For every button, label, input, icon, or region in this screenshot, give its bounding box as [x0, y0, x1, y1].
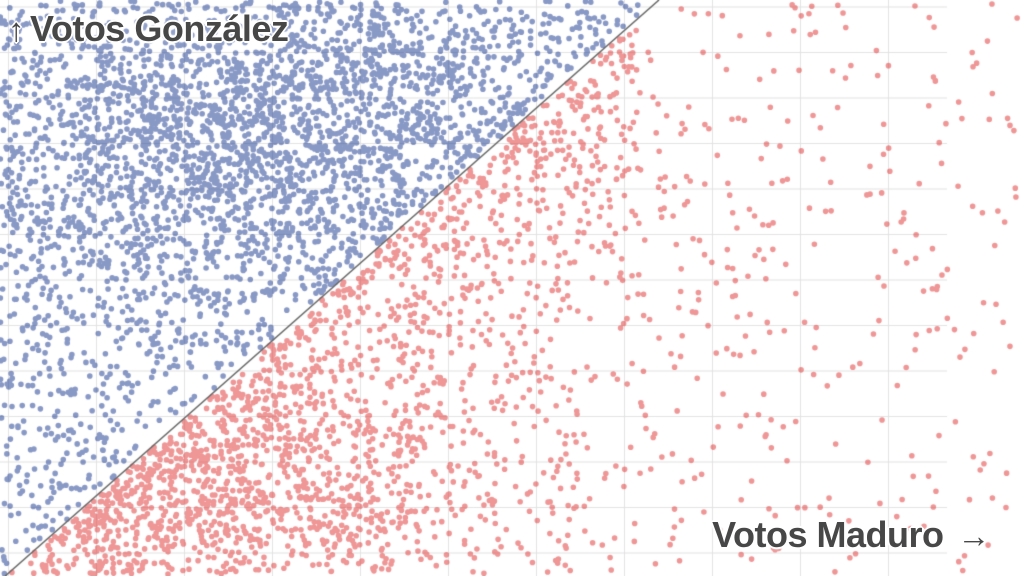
x-axis-label: Votos Maduro →	[712, 514, 990, 556]
y-axis-label: ↑ Votos González	[8, 8, 289, 50]
right-arrow-icon: →	[957, 517, 991, 554]
x-axis-label-text: Votos Maduro	[712, 514, 944, 555]
up-arrow-icon: ↑	[8, 11, 25, 48]
y-axis-label-text: Votos González	[30, 8, 289, 49]
